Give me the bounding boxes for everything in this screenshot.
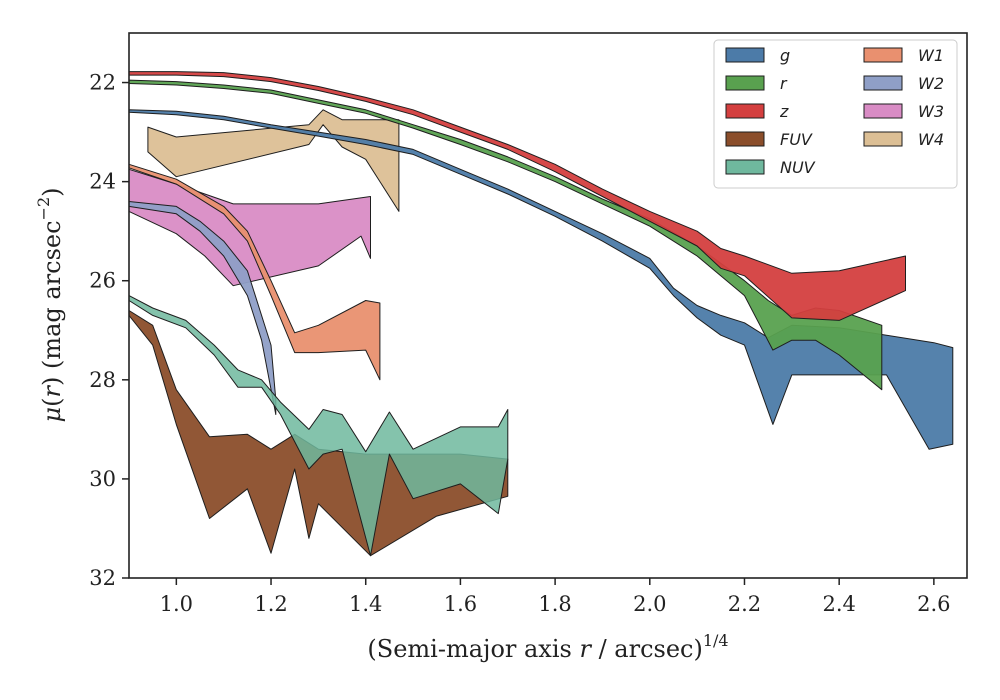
x-axis-label: (Semi-major axis r / arcsec)1/4 (367, 631, 728, 663)
legend-swatch-w4 (863, 131, 903, 147)
legend-label-w4: W4 (918, 130, 944, 149)
chart-bands (128, 71, 954, 557)
y-axis-label: μ(r) (mag arcsec−2) (34, 187, 66, 422)
legend-label-w2: W2 (918, 74, 944, 93)
x-tick-label: 2.2 (728, 592, 761, 616)
band-g (128, 109, 954, 450)
plot-frame (128, 32, 968, 579)
x-tick-label: 1.6 (444, 592, 477, 616)
legend-label-r: r (780, 74, 788, 93)
legend-swatch-w3 (863, 103, 903, 119)
band-r (128, 79, 883, 391)
y-tick-label: 28 (89, 368, 116, 392)
legend-swatch-z (725, 103, 765, 119)
x-tick-label: 1.2 (254, 592, 287, 616)
x-tick-label: 1.4 (349, 592, 382, 616)
legend-label-nuv: NUV (780, 158, 816, 177)
legend-label-fuv: FUV (780, 130, 813, 149)
y-tick-label: 26 (89, 269, 116, 293)
legend-label-w3: W3 (918, 102, 944, 121)
x-tick-label: 1.8 (538, 592, 571, 616)
x-tick-label: 2.4 (822, 592, 855, 616)
x-tick-label: 1.0 (160, 592, 193, 616)
band-nuv (128, 295, 509, 557)
band-w3 (128, 168, 371, 287)
legend-swatch-r (725, 75, 765, 91)
y-tick-label: 30 (89, 467, 116, 491)
legend-swatch-w2 (863, 75, 903, 91)
legend-swatch-fuv (725, 131, 765, 147)
legend-label-w1: W1 (918, 46, 944, 65)
legend: grz FUV NUV W1 W2 W3 W4 (713, 39, 958, 189)
x-tick-label: 2.6 (917, 592, 950, 616)
legend-swatch-w1 (863, 47, 903, 63)
y-axis: 22 24 26 28 30 32 (89, 71, 129, 590)
band-w2 (128, 201, 277, 415)
y-tick-label: 24 (89, 170, 116, 194)
legend-label-z: z (779, 102, 789, 121)
y-tick-label: 22 (89, 71, 116, 95)
legend-swatch-nuv (725, 159, 765, 175)
legend-swatch-g (725, 47, 765, 63)
x-axis: 1.0 1.2 1.4 1.6 1.8 2.0 2.2 2.4 2.6 (160, 578, 951, 616)
band-z (128, 71, 906, 321)
y-tick-label: 32 (89, 566, 116, 590)
band-w1 (128, 163, 381, 381)
legend-label-g: g (780, 46, 790, 65)
x-tick-label: 2.0 (633, 592, 666, 616)
